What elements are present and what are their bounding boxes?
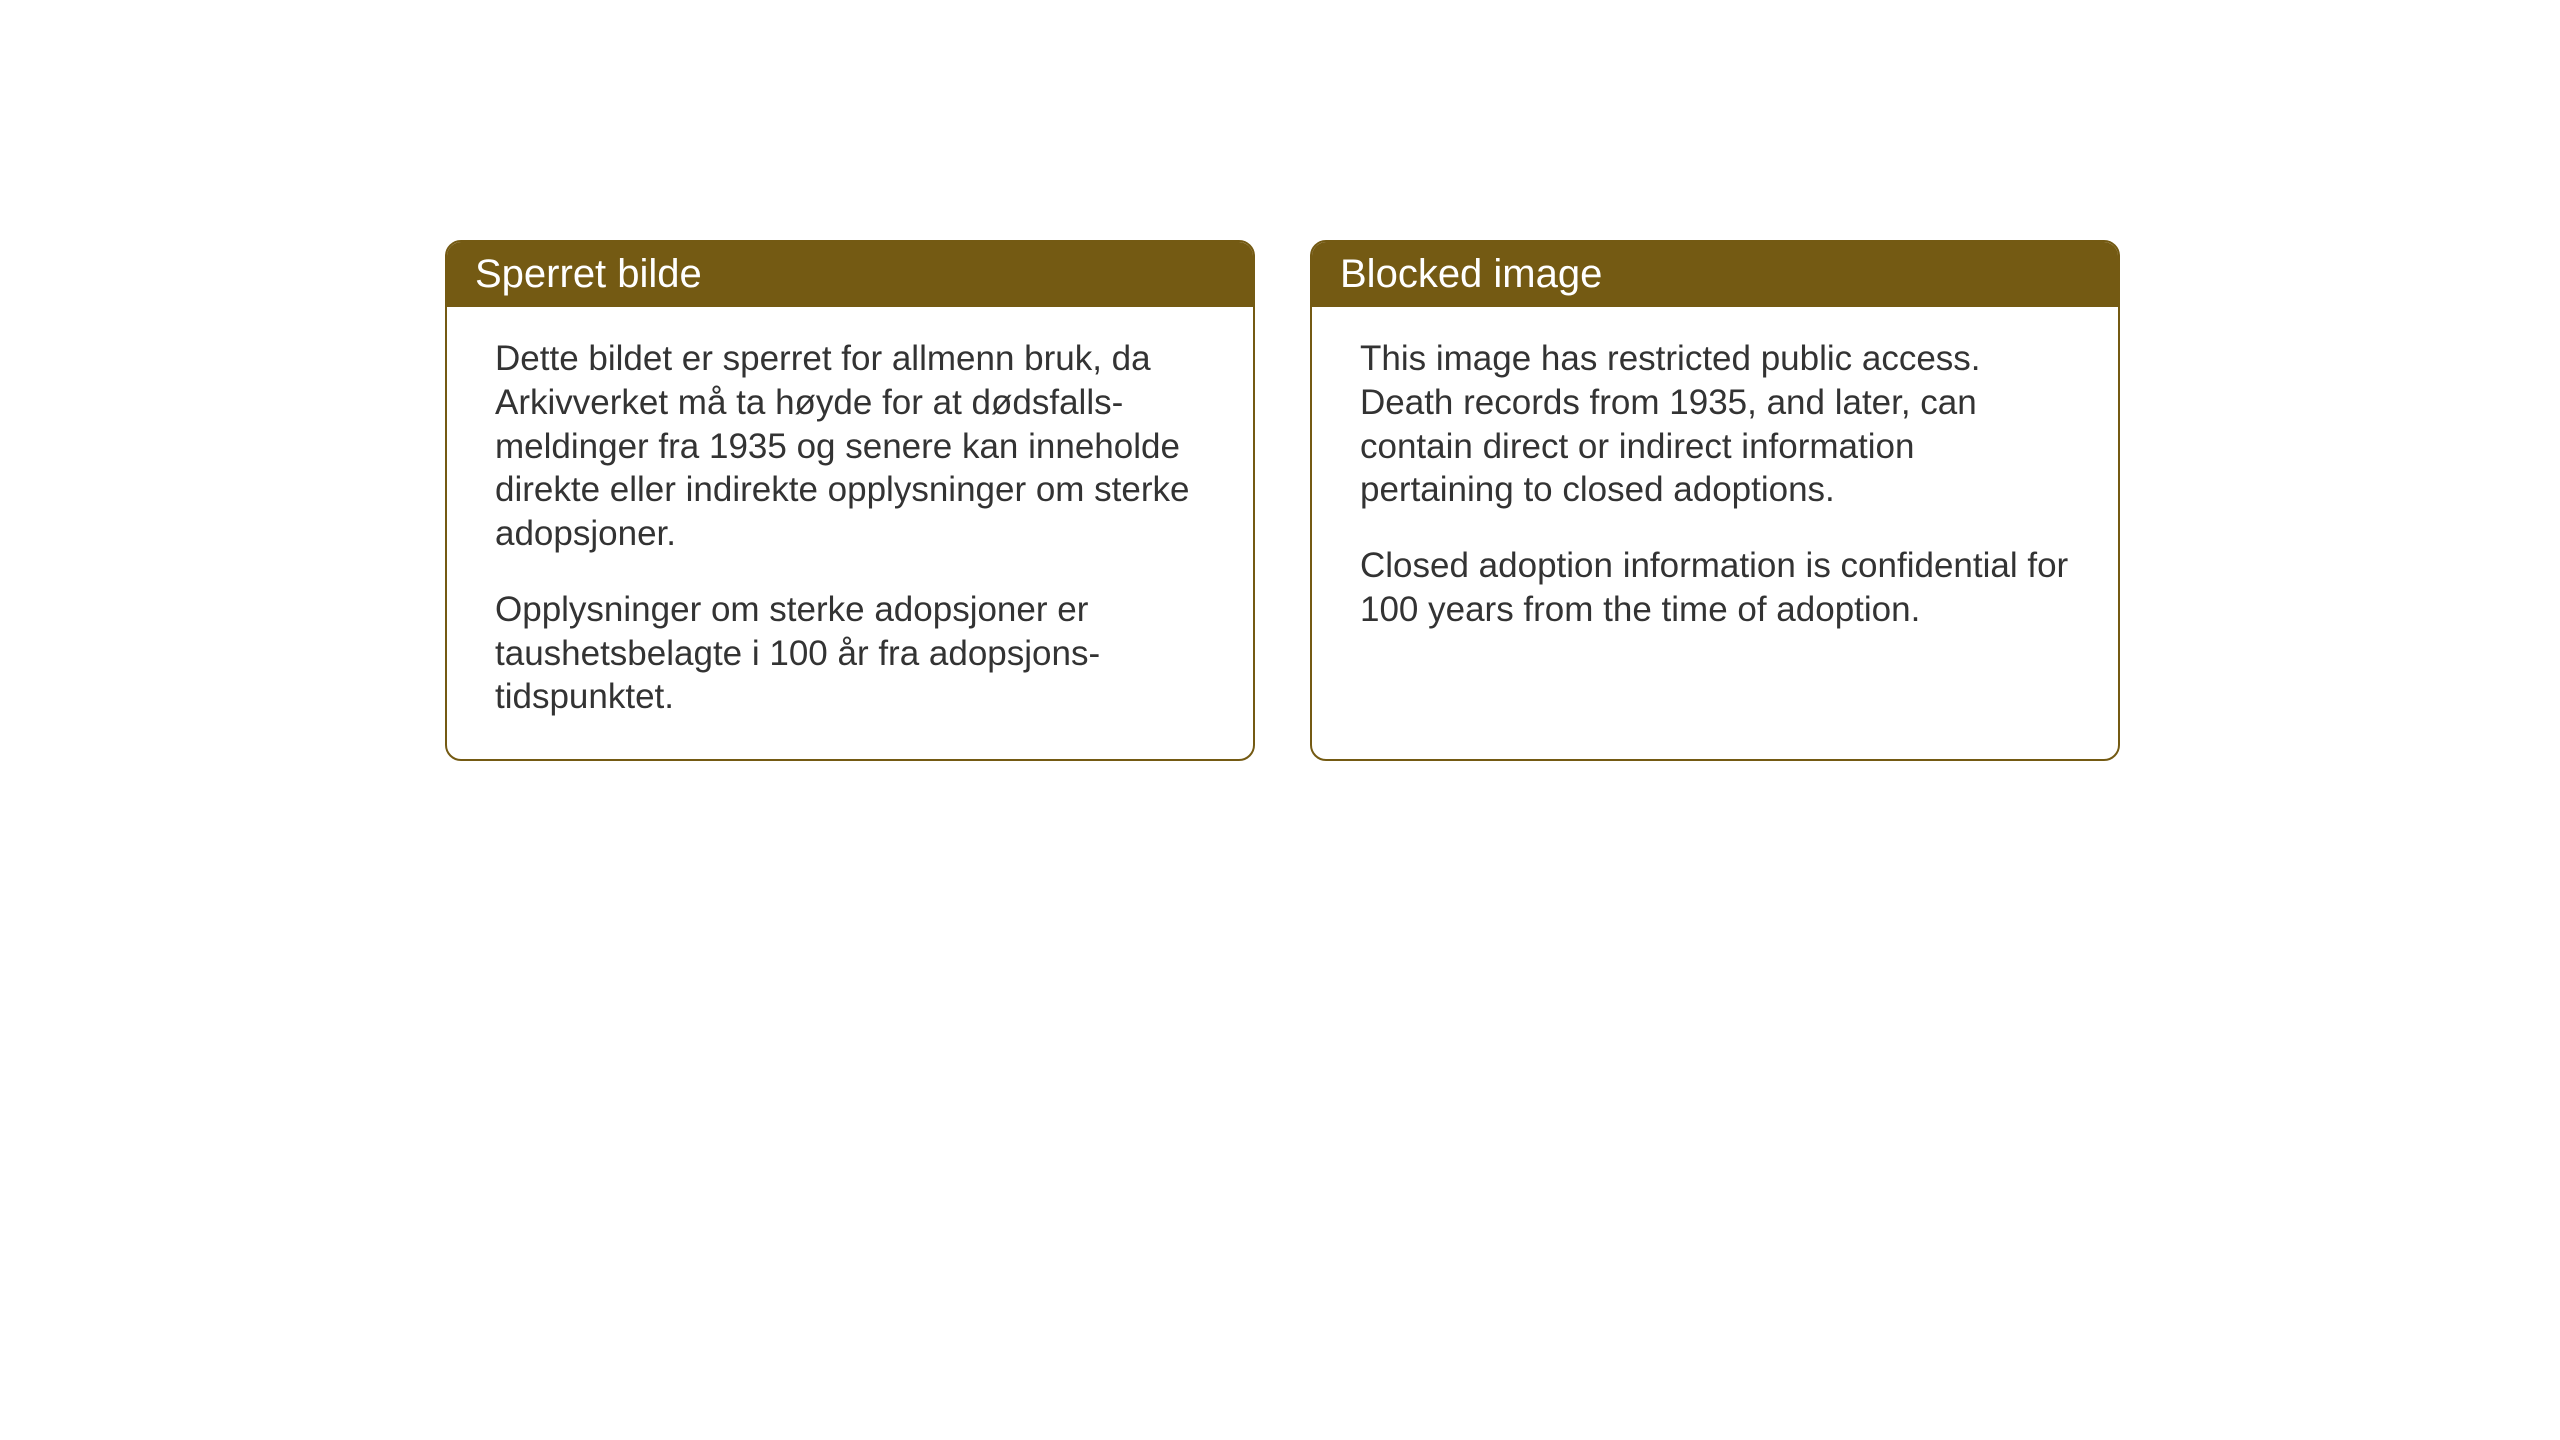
card-title: Sperret bilde	[475, 252, 702, 296]
card-paragraph: Dette bildet er sperret for allmenn bruk…	[495, 337, 1205, 556]
cards-container: Sperret bilde Dette bildet er sperret fo…	[445, 240, 2120, 761]
card-paragraph: Closed adoption information is confident…	[1360, 544, 2070, 632]
card-paragraph: This image has restricted public access.…	[1360, 337, 2070, 512]
card-title: Blocked image	[1340, 252, 1602, 296]
card-body-norwegian: Dette bildet er sperret for allmenn bruk…	[447, 307, 1253, 759]
card-english: Blocked image This image has restricted …	[1310, 240, 2120, 761]
card-paragraph: Opplysninger om sterke adopsjoner er tau…	[495, 588, 1205, 719]
card-header-english: Blocked image	[1312, 242, 2118, 307]
card-header-norwegian: Sperret bilde	[447, 242, 1253, 307]
card-norwegian: Sperret bilde Dette bildet er sperret fo…	[445, 240, 1255, 761]
card-body-english: This image has restricted public access.…	[1312, 307, 2118, 672]
